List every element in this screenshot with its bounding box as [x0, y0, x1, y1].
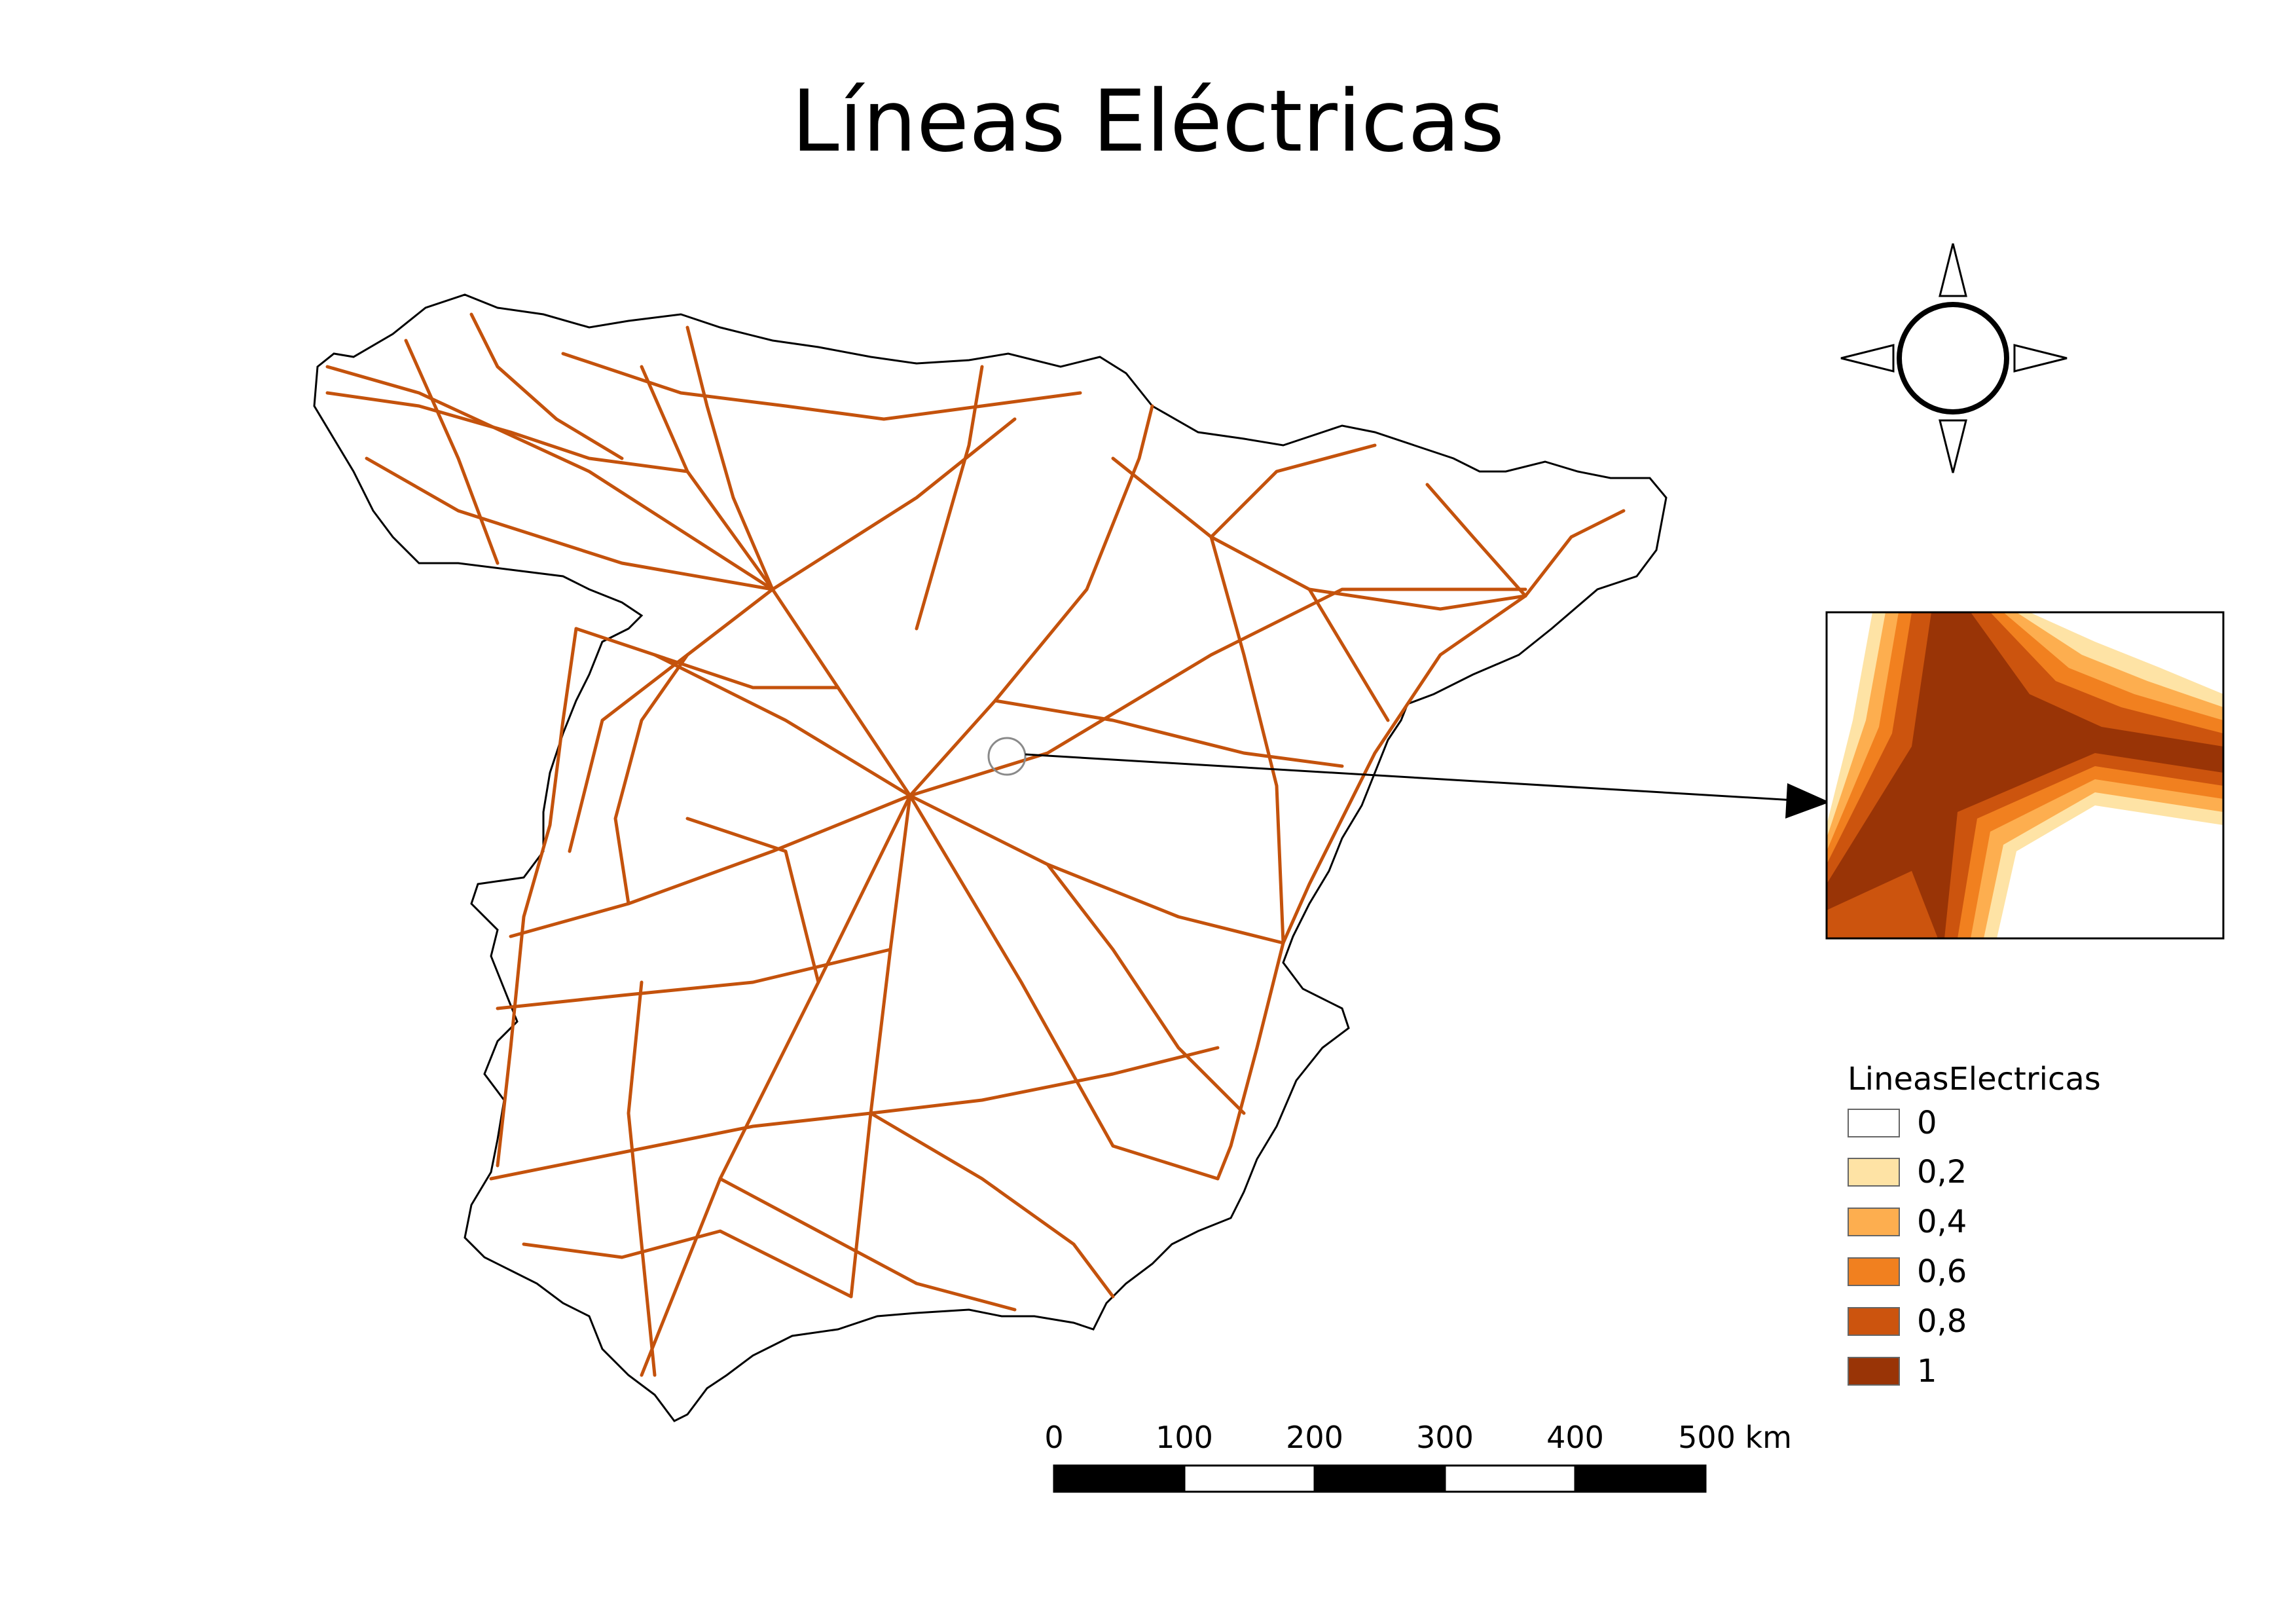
power-line [574, 627, 912, 798]
zoom-inset [1825, 611, 2225, 940]
power-line [1209, 443, 1377, 539]
power-line [568, 587, 774, 853]
power-line [849, 794, 912, 1299]
power-line [685, 325, 774, 591]
power-line [325, 365, 774, 591]
scale-bar [1053, 1464, 1707, 1493]
legend-label: 0,8 [1917, 1303, 1967, 1340]
power-line [496, 948, 892, 1010]
spain-outline [313, 293, 1667, 1422]
legend-item: 0 [1848, 1105, 1937, 1141]
power-line [404, 339, 500, 565]
arrow-head-icon [1785, 783, 1830, 819]
legend-item: 0,4 [1848, 1204, 1967, 1240]
zoom-callout-circle [987, 737, 1027, 776]
power-line [685, 817, 820, 984]
power-line [1281, 594, 1527, 945]
power-line [496, 627, 578, 1168]
scale-label-500: 500 km [1678, 1420, 1792, 1455]
power-line [908, 794, 1220, 1181]
scale-label-100: 100 [1156, 1420, 1213, 1455]
power-line [627, 980, 657, 1377]
scale-label-200: 200 [1286, 1420, 1343, 1455]
power-line [1425, 483, 1527, 598]
legend-item: 0,8 [1848, 1303, 1967, 1340]
power-line [325, 391, 689, 473]
power-line [1307, 587, 1390, 722]
legend-swatch [1848, 1109, 1900, 1137]
power-line [365, 456, 774, 591]
legend-item: 1 [1848, 1353, 1937, 1390]
power-line [509, 794, 912, 938]
map-title: Líneas Eléctricas [792, 71, 1504, 171]
power-line [718, 1177, 1017, 1312]
legend-title: LineasElectricas [1848, 1061, 2101, 1098]
legend-swatch [1848, 1257, 1900, 1286]
power-line [1216, 941, 1285, 1181]
legend-swatch [1848, 1158, 1900, 1187]
power-line [908, 587, 1527, 798]
power-line [561, 352, 1082, 421]
power-line-network [325, 312, 1626, 1377]
power-line [993, 699, 1344, 768]
power-line [1209, 535, 1285, 945]
power-line [522, 1229, 853, 1299]
power-line [1523, 509, 1626, 598]
power-line [915, 365, 984, 631]
power-line [640, 794, 912, 1377]
legend-label: 0,2 [1917, 1154, 1967, 1190]
legend-item: 0,6 [1848, 1253, 1967, 1290]
scale-label-0: 0 [1044, 1420, 1064, 1455]
legend-swatch [1848, 1357, 1900, 1386]
zoom-callout-arrow [1025, 753, 1795, 802]
power-line [908, 404, 1154, 798]
power-line [653, 653, 840, 690]
scale-label-400: 400 [1546, 1420, 1604, 1455]
scale-label-300: 300 [1416, 1420, 1474, 1455]
power-line [869, 1111, 1115, 1299]
legend-label: 0 [1917, 1105, 1937, 1141]
legend-label: 0,4 [1917, 1204, 1967, 1240]
power-line [1046, 862, 1246, 1115]
legend-swatch [1848, 1208, 1900, 1236]
power-line [469, 312, 624, 460]
power-line [613, 653, 689, 906]
power-line [771, 417, 1017, 591]
legend-item: 0,2 [1848, 1154, 1967, 1190]
legend-swatch [1848, 1307, 1900, 1336]
north-arrow-icon [1840, 243, 2068, 473]
legend-label: 0,6 [1917, 1253, 1967, 1290]
legend-label: 1 [1917, 1353, 1937, 1390]
power-line [908, 794, 1285, 945]
